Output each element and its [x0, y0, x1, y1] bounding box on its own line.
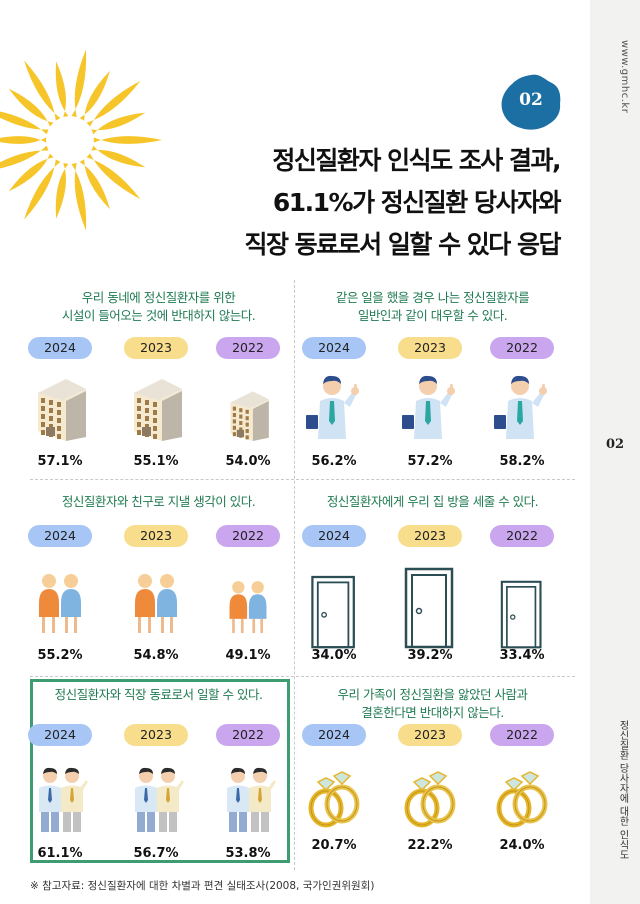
year-pills: 2024 2023 2022 [26, 724, 291, 746]
percentage-value: 34.0% [311, 648, 357, 663]
percentage-value: 56.7% [133, 846, 179, 861]
title-line: 정신질환자 인식도 조사 결과, [272, 146, 561, 175]
year-pill-2024: 2024 [28, 337, 92, 359]
row-divider [30, 479, 575, 480]
percentage-value: 55.1% [133, 454, 179, 469]
year-pill-2023: 2023 [124, 337, 188, 359]
building-icon [126, 371, 186, 441]
title-line: 61.1%가 정신질환 당사자와 [272, 188, 562, 217]
site-url[interactable]: www.gmhc.kr [619, 40, 630, 114]
year-pill-2024: 2024 [302, 724, 366, 746]
highlight-box [30, 679, 290, 863]
thumbs-up-man-icon [400, 371, 460, 441]
survey-item: 정신질환자와 직장 동료로서 일할 수 있다. 2024 2023 2022 61.1… [26, 686, 291, 876]
badge-number: 02 [519, 90, 543, 110]
page-number: 02 [605, 437, 625, 452]
title-line: 직장 동료로서 일할 수 있다 응답 [244, 230, 561, 259]
friends-icon [30, 563, 90, 633]
thumbs-up-man-icon [304, 371, 364, 441]
building-icon [30, 371, 90, 441]
percentage-value: 53.8% [225, 846, 271, 861]
year-pill-2022: 2022 [490, 724, 554, 746]
friends-icon [218, 563, 278, 633]
page-title: 정신질환자 인식도 조사 결과, 61.1%가 정신질환 당사자와 직장 동료로… [140, 140, 562, 266]
footnote: ※ 참고자료: 정신질환자에 대한 차별과 편견 실태조사(2008, 국가인권… [30, 880, 375, 892]
rings-icon [400, 764, 460, 834]
percentage-value: 55.2% [37, 648, 83, 663]
percentage-value: 22.2% [407, 838, 453, 853]
percentage-value: 54.0% [225, 454, 271, 469]
year-pill-2022: 2022 [490, 525, 554, 547]
survey-question: 정신질환자와 친구로 지낼 생각이 있다. [26, 493, 291, 511]
question-line: 우리 가족이 정신질환을 앓았던 사람과 [337, 687, 528, 702]
survey-item: 우리 가족이 정신질환을 앓았던 사람과 결혼한다면 반대하지 않는다. 2024 2… [300, 686, 565, 876]
year-pills: 2024 2023 2022 [300, 337, 565, 359]
percentage-value: 56.2% [311, 454, 357, 469]
door-icon [304, 559, 364, 649]
question-line: 같은 일을 했을 경우 나는 정신질환자를 [335, 290, 530, 305]
question-line: 정신질환자와 친구로 지낼 생각이 있다. [61, 494, 256, 509]
sidebar [590, 0, 640, 904]
year-pill-2024: 2024 [302, 337, 366, 359]
question-line: 정신질환자에게 우리 집 방을 세줄 수 있다. [326, 494, 539, 509]
survey-question: 정신질환자와 직장 동료로서 일할 수 있다. [26, 686, 291, 704]
year-pill-2023: 2023 [398, 724, 462, 746]
question-line: 정신질환자와 직장 동료로서 일할 수 있다. [54, 687, 263, 702]
door-icon [400, 559, 460, 649]
year-pill-2023: 2023 [124, 724, 188, 746]
coworkers-icon [126, 764, 186, 834]
section-title: 정신질환 당사자에 대한 인식도 [617, 720, 628, 860]
question-line: 일반인과 같이 대우할 수 있다. [357, 308, 508, 323]
year-pill-2022: 2022 [216, 525, 280, 547]
year-pill-2022: 2022 [216, 337, 280, 359]
coworkers-icon [218, 764, 278, 834]
percentage-value: 39.2% [407, 648, 453, 663]
percentage-value: 54.8% [133, 648, 179, 663]
percentage-value: 57.1% [37, 454, 83, 469]
year-pills: 2024 2023 2022 [26, 525, 291, 547]
row-divider [30, 676, 575, 677]
year-pill-2023: 2023 [398, 525, 462, 547]
question-line: 우리 동네에 정신질환자를 위한 [81, 290, 236, 305]
year-pills: 2024 2023 2022 [300, 724, 565, 746]
year-pills: 2024 2023 2022 [300, 525, 565, 547]
question-line: 시설이 들어오는 것에 반대하지 않는다. [61, 308, 256, 323]
year-pill-2023: 2023 [124, 525, 188, 547]
column-divider [294, 280, 295, 870]
year-pills: 2024 2023 2022 [26, 337, 291, 359]
survey-item: 정신질환자와 친구로 지낼 생각이 있다. 2024 2023 2022 55.2% … [26, 493, 291, 683]
building-icon [218, 371, 278, 441]
badge-shape [501, 74, 561, 130]
percentage-value: 24.0% [499, 838, 545, 853]
percentage-value: 20.7% [311, 838, 357, 853]
year-pill-2022: 2022 [490, 337, 554, 359]
thumbs-up-man-icon [492, 371, 552, 441]
percentage-value: 49.1% [225, 648, 271, 663]
door-icon [492, 559, 552, 649]
survey-question: 정신질환자에게 우리 집 방을 세줄 수 있다. [300, 493, 565, 511]
survey-item: 정신질환자에게 우리 집 방을 세줄 수 있다. 2024 2023 2022 34.… [300, 493, 565, 683]
rings-icon [304, 764, 364, 834]
sunburst-icon [0, 49, 162, 231]
percentage-value: 33.4% [499, 648, 545, 663]
year-pill-2023: 2023 [398, 337, 462, 359]
rings-icon [492, 764, 552, 834]
coworkers-icon [30, 764, 90, 834]
year-pill-2022: 2022 [216, 724, 280, 746]
year-pill-2024: 2024 [302, 525, 366, 547]
friends-icon [126, 563, 186, 633]
year-pill-2024: 2024 [28, 525, 92, 547]
percentage-value: 61.1% [37, 846, 83, 861]
percentage-value: 58.2% [499, 454, 545, 469]
year-pill-2024: 2024 [28, 724, 92, 746]
percentage-value: 57.2% [407, 454, 453, 469]
question-line: 결혼한다면 반대하지 않는다. [361, 705, 504, 720]
